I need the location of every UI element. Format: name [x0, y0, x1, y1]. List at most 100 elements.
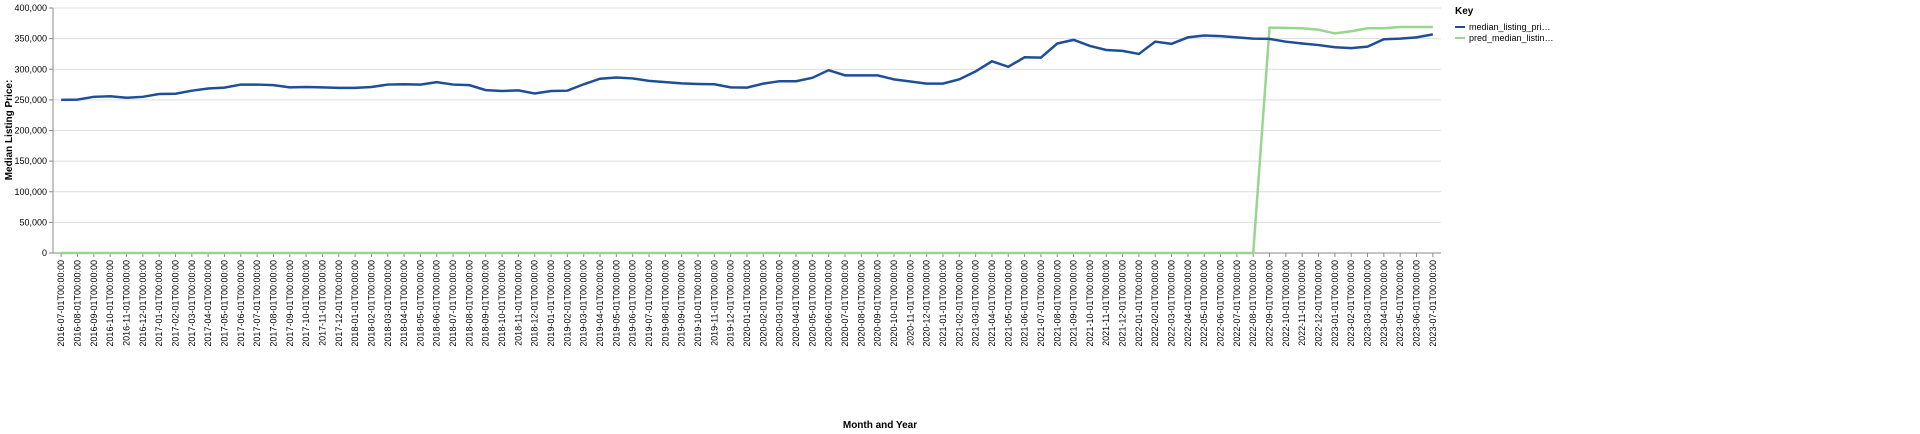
line-series: [61, 25, 1433, 255]
x-tick-label: 2020-06-01T00:00:00: [824, 260, 834, 347]
x-tick-label: 2021-09-01T00:00:00: [1069, 260, 1079, 347]
x-tick-label: 2021-12-01T00:00:00: [1118, 260, 1128, 347]
x-tick-label: 2018-08-01T00:00:00: [464, 260, 474, 347]
x-tick-label: 2022-08-01T00:00:00: [1248, 260, 1258, 347]
x-axis-label: Month and Year: [843, 420, 917, 431]
y-tick-label: 200,000: [14, 126, 47, 136]
x-tick-label: 2022-07-01T00:00:00: [1232, 260, 1242, 347]
x-tick-label: 2021-07-01T00:00:00: [1036, 260, 1046, 347]
x-tick-label: 2019-04-01T00:00:00: [595, 260, 605, 347]
x-tick-label: 2018-05-01T00:00:00: [415, 260, 425, 347]
y-tick-label: 50,000: [19, 217, 47, 227]
x-tick-label: 2018-04-01T00:00:00: [399, 260, 409, 347]
x-tick-label: 2017-03-01T00:00:00: [187, 260, 197, 347]
x-tick-label: 2023-05-01T00:00:00: [1395, 260, 1405, 347]
x-tick-label: 2020-04-01T00:00:00: [791, 260, 801, 347]
x-tick-label: 2016-10-01T00:00:00: [105, 260, 115, 347]
x-tick-label: 2016-09-01T00:00:00: [89, 260, 99, 347]
x-tick-label: 2020-03-01T00:00:00: [775, 260, 785, 347]
x-tick-label: 2021-08-01T00:00:00: [1052, 260, 1062, 347]
x-tick-label: 2018-12-01T00:00:00: [530, 260, 540, 347]
x-tick-label: 2016-12-01T00:00:00: [138, 260, 148, 347]
x-tick-label: 2020-12-01T00:00:00: [922, 260, 932, 347]
x-tick-label: 2022-09-01T00:00:00: [1265, 260, 1275, 347]
y-tick-label: 100,000: [14, 187, 47, 197]
x-tick-label: 2021-02-01T00:00:00: [954, 260, 964, 347]
x-tick-label: 2017-05-01T00:00:00: [219, 260, 229, 347]
legend-label: pred_median_listin…: [1469, 33, 1554, 43]
legend-label: median_listing_pri…: [1469, 22, 1551, 32]
x-tick-label: 2023-06-01T00:00:00: [1412, 260, 1422, 347]
x-tick-label: 2019-09-01T00:00:00: [677, 260, 687, 347]
x-tick-label: 2017-07-01T00:00:00: [252, 260, 262, 347]
x-tick-label: 2023-04-01T00:00:00: [1379, 260, 1389, 347]
x-tick-label: 2020-05-01T00:00:00: [807, 260, 817, 347]
x-tick-label: 2022-04-01T00:00:00: [1183, 260, 1193, 347]
x-tick-label: 2021-04-01T00:00:00: [987, 260, 997, 347]
x-tick-label: 2017-11-01T00:00:00: [317, 260, 327, 346]
y-tick-label: 400,000: [14, 3, 47, 13]
x-tick-label: 2018-02-01T00:00:00: [366, 260, 376, 347]
x-tick-label: 2017-06-01T00:00:00: [236, 260, 246, 347]
x-tick-label: 2019-11-01T00:00:00: [709, 260, 719, 346]
y-tick-label: 0: [42, 248, 47, 258]
x-tick-label: 2023-07-01T00:00:00: [1428, 260, 1438, 347]
x-tick-label: 2019-05-01T00:00:00: [611, 260, 621, 347]
x-tick-label: 2016-08-01T00:00:00: [72, 260, 82, 347]
x-tick-label: 2021-01-01T00:00:00: [938, 260, 948, 347]
x-tick-label: 2018-01-01T00:00:00: [350, 260, 360, 347]
y-axis-label: Median Listing Price:: [4, 80, 15, 181]
x-tick-label: 2019-06-01T00:00:00: [628, 260, 638, 347]
x-tick-label: 2019-03-01T00:00:00: [579, 260, 589, 347]
x-tick-label: 2019-01-01T00:00:00: [546, 260, 556, 347]
y-tick-label: 350,000: [14, 34, 47, 44]
line-series: [61, 33, 1434, 102]
x-tick-label: 2021-05-01T00:00:00: [1003, 260, 1013, 347]
x-tick-label: 2022-10-01T00:00:00: [1281, 260, 1291, 347]
x-tick-label: 2017-04-01T00:00:00: [203, 260, 213, 347]
x-tick-label: 2016-07-01T00:00:00: [56, 260, 66, 347]
x-tick-label: 2017-10-01T00:00:00: [301, 260, 311, 347]
x-tick-label: 2022-11-01T00:00:00: [1297, 260, 1307, 346]
x-tick-label: 2020-07-01T00:00:00: [840, 260, 850, 347]
x-tick-label: 2017-02-01T00:00:00: [170, 260, 180, 347]
x-tick-label: 2021-10-01T00:00:00: [1085, 260, 1095, 347]
x-tick-label: 2021-06-01T00:00:00: [1020, 260, 1030, 347]
x-tick-label: 2018-03-01T00:00:00: [383, 260, 393, 347]
x-tick-label: 2023-03-01T00:00:00: [1363, 260, 1373, 347]
x-tick-label: 2019-07-01T00:00:00: [644, 260, 654, 347]
x-tick-label: 2019-08-01T00:00:00: [660, 260, 670, 347]
x-tick-label: 2022-01-01T00:00:00: [1134, 260, 1144, 347]
x-tick-label: 2018-11-01T00:00:00: [513, 260, 523, 346]
legend-title: Key: [1455, 6, 1474, 17]
x-tick-label: 2018-09-01T00:00:00: [481, 260, 491, 347]
x-tick-label: 2020-11-01T00:00:00: [905, 260, 915, 346]
x-tick-label: 2020-01-01T00:00:00: [742, 260, 752, 347]
x-tick-label: 2020-02-01T00:00:00: [758, 260, 768, 347]
x-tick-label: 2017-12-01T00:00:00: [334, 260, 344, 347]
y-tick-label: 150,000: [14, 156, 47, 166]
x-tick-label: 2023-01-01T00:00:00: [1330, 260, 1340, 347]
y-tick-label: 250,000: [14, 95, 47, 105]
x-tick-label: 2019-10-01T00:00:00: [693, 260, 703, 347]
x-tick-label: 2019-02-01T00:00:00: [562, 260, 572, 347]
x-tick-label: 2022-06-01T00:00:00: [1216, 260, 1226, 347]
x-tick-label: 2018-07-01T00:00:00: [448, 260, 458, 347]
x-tick-label: 2017-09-01T00:00:00: [285, 260, 295, 347]
x-tick-label: 2020-08-01T00:00:00: [856, 260, 866, 347]
x-tick-label: 2023-02-01T00:00:00: [1346, 260, 1356, 347]
x-tick-label: 2017-01-01T00:00:00: [154, 260, 164, 347]
x-tick-label: 2018-06-01T00:00:00: [432, 260, 442, 347]
x-tick-label: 2018-10-01T00:00:00: [497, 260, 507, 347]
x-tick-label: 2017-08-01T00:00:00: [268, 260, 278, 347]
x-tick-label: 2022-12-01T00:00:00: [1314, 260, 1324, 347]
x-tick-label: 2021-11-01T00:00:00: [1101, 260, 1111, 346]
x-tick-label: 2020-09-01T00:00:00: [873, 260, 883, 347]
x-tick-label: 2019-12-01T00:00:00: [726, 260, 736, 347]
x-tick-label: 2022-05-01T00:00:00: [1199, 260, 1209, 347]
x-tick-label: 2022-03-01T00:00:00: [1167, 260, 1177, 347]
x-tick-label: 2016-11-01T00:00:00: [121, 260, 131, 346]
x-tick-label: 2021-03-01T00:00:00: [971, 260, 981, 347]
y-tick-label: 300,000: [14, 64, 47, 74]
